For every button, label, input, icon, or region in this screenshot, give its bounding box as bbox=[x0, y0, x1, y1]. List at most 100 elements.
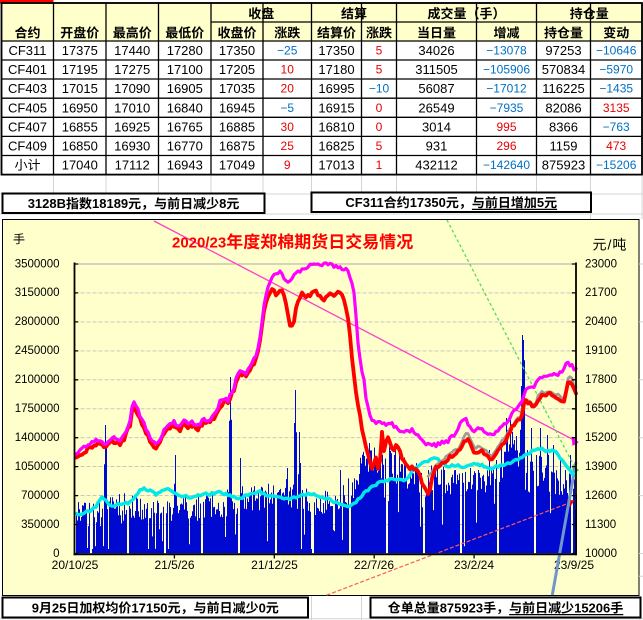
svg-text:23000: 23000 bbox=[585, 258, 617, 270]
svg-text:23/9/25: 23/9/25 bbox=[554, 558, 594, 572]
svg-text:570834: 570834 bbox=[542, 62, 585, 77]
svg-text:−5970: −5970 bbox=[599, 63, 633, 77]
svg-text:5: 5 bbox=[537, 195, 544, 210]
svg-text:473: 473 bbox=[606, 139, 626, 153]
svg-text:350000: 350000 bbox=[21, 519, 59, 531]
svg-text:16945: 16945 bbox=[219, 100, 255, 115]
svg-text:30: 30 bbox=[281, 120, 295, 134]
svg-text:17150: 17150 bbox=[131, 600, 167, 615]
svg-text:2020/23: 2020/23 bbox=[172, 235, 226, 252]
svg-text:9: 9 bbox=[284, 158, 291, 172]
svg-text:25: 25 bbox=[52, 600, 66, 615]
svg-text:700000: 700000 bbox=[21, 490, 59, 502]
svg-text:/: / bbox=[608, 237, 612, 253]
svg-text:16825: 16825 bbox=[318, 139, 354, 154]
svg-text:17280: 17280 bbox=[167, 43, 203, 58]
svg-text:16850: 16850 bbox=[62, 139, 98, 154]
svg-text:17350: 17350 bbox=[410, 195, 446, 210]
svg-text:432112: 432112 bbox=[415, 158, 457, 173]
svg-text:−763: −763 bbox=[603, 120, 630, 134]
svg-text:931: 931 bbox=[426, 139, 448, 154]
svg-text:875923: 875923 bbox=[440, 600, 483, 615]
svg-text:16840: 16840 bbox=[167, 100, 203, 115]
svg-text:−10: −10 bbox=[369, 82, 390, 96]
svg-text:−142640: −142640 bbox=[483, 158, 530, 172]
svg-text:0: 0 bbox=[259, 600, 266, 615]
svg-text:2800000: 2800000 bbox=[15, 316, 60, 328]
svg-text:17035: 17035 bbox=[219, 81, 255, 96]
svg-text:3150000: 3150000 bbox=[15, 287, 60, 299]
svg-text:CF403: CF403 bbox=[8, 81, 47, 96]
svg-text:3500000: 3500000 bbox=[15, 258, 60, 270]
svg-text:17350: 17350 bbox=[219, 43, 255, 58]
svg-text:875923: 875923 bbox=[542, 158, 585, 173]
svg-text:15206: 15206 bbox=[574, 600, 610, 615]
svg-text:1159: 1159 bbox=[550, 139, 578, 154]
svg-text:17350: 17350 bbox=[318, 43, 354, 58]
svg-text:3135: 3135 bbox=[603, 101, 630, 115]
svg-text:16915: 16915 bbox=[318, 100, 354, 115]
svg-text:18189: 18189 bbox=[92, 196, 128, 211]
svg-text:−25: −25 bbox=[277, 44, 298, 58]
svg-text:−13078: −13078 bbox=[486, 44, 527, 58]
svg-text:16930: 16930 bbox=[114, 139, 150, 154]
svg-text:−7935: −7935 bbox=[490, 101, 524, 115]
svg-text:16885: 16885 bbox=[219, 119, 255, 134]
svg-text:17010: 17010 bbox=[114, 100, 150, 115]
svg-text:CF409: CF409 bbox=[8, 139, 47, 154]
svg-text:1400000: 1400000 bbox=[15, 432, 60, 444]
svg-text:17100: 17100 bbox=[167, 62, 203, 77]
svg-text:0: 0 bbox=[376, 101, 383, 115]
svg-text:16905: 16905 bbox=[167, 81, 203, 96]
svg-text:16875: 16875 bbox=[219, 139, 255, 154]
svg-text:16810: 16810 bbox=[318, 119, 354, 134]
svg-text:97253: 97253 bbox=[545, 43, 581, 58]
svg-text:17205: 17205 bbox=[219, 62, 255, 77]
svg-text:16765: 16765 bbox=[167, 119, 203, 134]
svg-text:8366: 8366 bbox=[549, 119, 578, 134]
svg-text:16995: 16995 bbox=[318, 81, 354, 96]
svg-text:16855: 16855 bbox=[62, 119, 98, 134]
svg-text:16943: 16943 bbox=[167, 158, 203, 173]
svg-text:0: 0 bbox=[376, 120, 383, 134]
svg-text:5: 5 bbox=[376, 63, 383, 77]
svg-text:17195: 17195 bbox=[62, 62, 98, 77]
svg-text:13900: 13900 bbox=[585, 461, 617, 473]
svg-text:15200: 15200 bbox=[585, 432, 617, 444]
svg-text:22/7/26: 22/7/26 bbox=[354, 558, 394, 572]
svg-text:311505: 311505 bbox=[415, 62, 457, 77]
svg-text:CF405: CF405 bbox=[8, 100, 47, 115]
svg-text:20: 20 bbox=[281, 82, 295, 96]
svg-text:17040: 17040 bbox=[62, 158, 98, 173]
svg-text:16770: 16770 bbox=[167, 139, 203, 154]
svg-text:8: 8 bbox=[219, 196, 226, 211]
svg-text:19100: 19100 bbox=[585, 345, 617, 357]
svg-text:20400: 20400 bbox=[585, 316, 617, 328]
svg-text:17015: 17015 bbox=[62, 81, 98, 96]
svg-text:3014: 3014 bbox=[422, 119, 451, 134]
svg-text:34026: 34026 bbox=[418, 43, 454, 58]
svg-text:5: 5 bbox=[376, 44, 383, 58]
svg-text:296: 296 bbox=[496, 139, 516, 153]
svg-text:−1435: −1435 bbox=[599, 82, 633, 96]
svg-text:82086: 82086 bbox=[545, 100, 581, 115]
svg-text:16500: 16500 bbox=[585, 403, 617, 415]
svg-text:17375: 17375 bbox=[62, 43, 98, 58]
svg-text:1050000: 1050000 bbox=[15, 461, 60, 473]
svg-text:16925: 16925 bbox=[114, 119, 150, 134]
svg-text:17013: 17013 bbox=[318, 158, 354, 173]
svg-text:10: 10 bbox=[281, 63, 295, 77]
svg-text:17112: 17112 bbox=[115, 158, 150, 173]
svg-text:56087: 56087 bbox=[418, 81, 454, 96]
svg-text:−15206: −15206 bbox=[596, 158, 637, 172]
svg-text:10000: 10000 bbox=[585, 548, 617, 560]
svg-text:CF311: CF311 bbox=[345, 195, 383, 210]
svg-text:26549: 26549 bbox=[418, 100, 454, 115]
svg-text:0: 0 bbox=[53, 548, 59, 560]
svg-text:17090: 17090 bbox=[114, 81, 150, 96]
svg-text:17049: 17049 bbox=[219, 158, 255, 173]
svg-text:17275: 17275 bbox=[114, 62, 150, 77]
svg-text:CF311: CF311 bbox=[8, 43, 46, 58]
svg-text:3128B: 3128B bbox=[28, 196, 66, 211]
svg-text:21700: 21700 bbox=[585, 287, 617, 299]
